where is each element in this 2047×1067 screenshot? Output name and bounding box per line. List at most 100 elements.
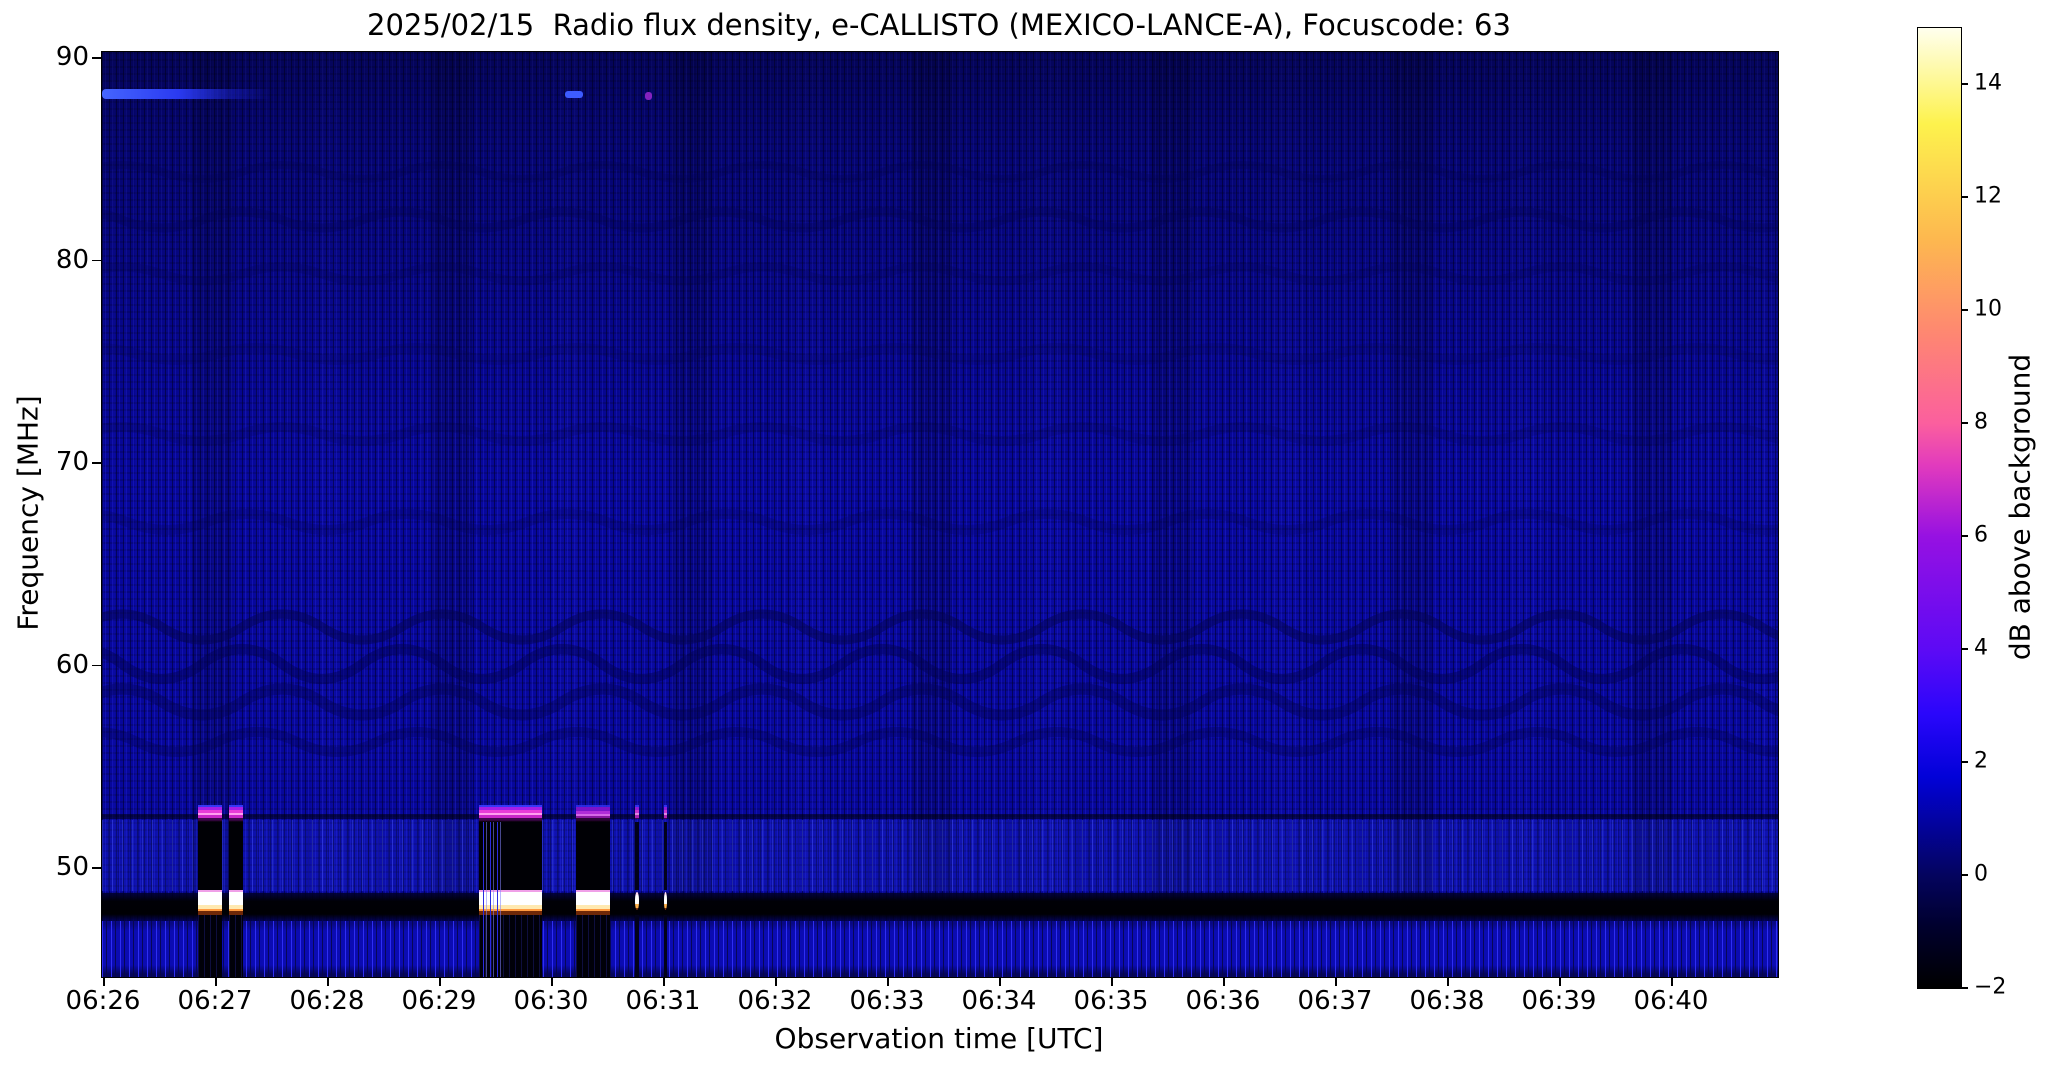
y-tick-label: 90: [55, 42, 89, 72]
x-tick-mark: [1111, 977, 1113, 986]
burst-0630a: [575, 805, 611, 977]
x-tick-label: 06:38: [1409, 986, 1485, 1016]
rfi-absorption-band-48mhz: [102, 893, 1778, 921]
burst-0631-b-tail: [664, 915, 668, 977]
x-tick-mark: [215, 977, 217, 986]
x-tick-mark: [1671, 977, 1673, 986]
chart-title: 2025/02/15 Radio flux density, e-CALLIST…: [367, 8, 1511, 42]
colorbar-tick-mark: [1961, 648, 1968, 650]
y-axis-label: Frequency [MHz]: [11, 395, 45, 631]
x-tick-label: 06:29: [401, 986, 477, 1016]
burst-0631: [664, 805, 668, 977]
x-tick-label: 06:39: [1521, 986, 1597, 1016]
bottom-striped-band-46mhz: [102, 921, 1778, 977]
bright-channel-band-50mhz: [102, 820, 1778, 891]
colorbar-label: dB above background: [2003, 353, 2037, 661]
y-tick-label: 80: [55, 244, 89, 275]
x-tick-label: 06:27: [177, 986, 253, 1016]
colorbar-tick-mark: [1961, 761, 1968, 763]
colorbar-tick-mark: [1961, 874, 1968, 876]
colorbar-tick-label: 2: [1974, 748, 1988, 774]
x-tick-mark: [999, 977, 1001, 986]
x-tick-label: 06:26: [65, 986, 141, 1016]
burst-0629-b-cap: [479, 805, 542, 822]
x-tick-mark: [1223, 977, 1225, 986]
fm-streak-88mhz: [102, 89, 272, 99]
burst-0631-b-cap: [664, 805, 668, 819]
colorbar-tick-mark: [1961, 83, 1968, 85]
y-tick-label: 70: [55, 447, 89, 477]
burst-0627b-b-white: [229, 890, 243, 915]
burst-0630b-b-white: [634, 892, 640, 910]
x-tick-label: 06:31: [625, 986, 701, 1016]
colorbar-tick-mark: [1961, 987, 1968, 989]
burst-0627a-b-cap: [198, 805, 222, 822]
spectrogram-plot-area: [101, 51, 1779, 978]
x-tick-mark: [103, 977, 105, 986]
x-tick-mark: [1559, 977, 1561, 986]
x-tick-label: 06:35: [1073, 986, 1149, 1016]
burst-0630a-b-cap: [575, 805, 611, 822]
upper-band-darkening: [102, 52, 1778, 482]
burst-0627b-b-cap: [229, 805, 243, 822]
x-tick-mark: [1335, 977, 1337, 986]
colorbar-tick-label: 14: [1974, 70, 2002, 96]
burst-0631-b-body: [664, 822, 668, 890]
colorbar-tick-label: 10: [1974, 296, 2002, 322]
x-tick-mark: [663, 977, 665, 986]
colorbar-tick-label: 8: [1974, 409, 1988, 435]
y-tick-mark: [92, 259, 101, 261]
colorbar-gradient: [1917, 27, 1962, 989]
y-tick-label: 60: [55, 649, 89, 680]
colorbar-tick-label: 4: [1974, 635, 1988, 661]
colorbar-tick-mark: [1961, 196, 1968, 198]
x-tick-mark: [551, 977, 553, 986]
burst-0627a-b-body: [198, 822, 222, 890]
x-tick-label: 06:30: [513, 986, 589, 1016]
burst-0630a-b-body: [575, 822, 611, 890]
fm-dot2-88mhz: [645, 92, 652, 100]
x-tick-label: 06:33: [849, 986, 925, 1016]
burst-0630a-b-white: [575, 890, 611, 915]
y-tick-mark: [92, 664, 101, 666]
x-tick-mark: [439, 977, 441, 986]
colorbar-tick-mark: [1961, 422, 1968, 424]
faint-dark-line-52mhz: [102, 814, 1778, 819]
colorbar-tick-label: 12: [1974, 183, 2002, 209]
burst-0627a: [198, 805, 222, 977]
colorbar-tick-mark: [1961, 309, 1968, 311]
x-tick-label: 06:36: [1185, 986, 1261, 1016]
y-tick-mark: [92, 867, 101, 869]
burst-0630b-b-body: [634, 822, 640, 890]
burst-0629-channel-lines: [480, 822, 503, 977]
x-tick-label: 06:28: [289, 986, 365, 1016]
fm-dot-88mhz: [565, 91, 583, 98]
y-tick-mark: [92, 57, 101, 59]
y-tick-label: 50: [55, 852, 89, 882]
x-tick-label: 06:40: [1633, 986, 1709, 1016]
burst-0630a-b-tail: [575, 915, 611, 977]
colorbar-tick-label: 6: [1974, 522, 1988, 548]
burst-0627b: [229, 805, 243, 977]
colorbar-tick-label: 0: [1974, 861, 1988, 887]
burst-0627b-b-body: [229, 822, 243, 890]
burst-0629: [479, 805, 542, 977]
burst-0627b-b-tail: [229, 915, 243, 977]
burst-0627a-b-tail: [198, 915, 222, 977]
burst-0631-b-white: [664, 892, 668, 910]
x-tick-mark: [1447, 977, 1449, 986]
x-tick-mark: [327, 977, 329, 986]
burst-0627a-b-white: [198, 890, 222, 915]
colorbar-tick-label: −2: [1974, 974, 2007, 1000]
x-tick-mark: [775, 977, 777, 986]
x-axis-label: Observation time [UTC]: [774, 1022, 1104, 1055]
x-tick-label: 06:34: [961, 986, 1037, 1016]
burst-0630b-b-tail: [634, 915, 640, 977]
burst-0630b-b-cap: [634, 805, 640, 819]
x-tick-label: 06:32: [737, 986, 813, 1016]
y-tick-mark: [92, 462, 101, 464]
x-tick-label: 06:37: [1297, 986, 1373, 1016]
burst-0630b: [634, 805, 640, 977]
x-tick-mark: [887, 977, 889, 986]
